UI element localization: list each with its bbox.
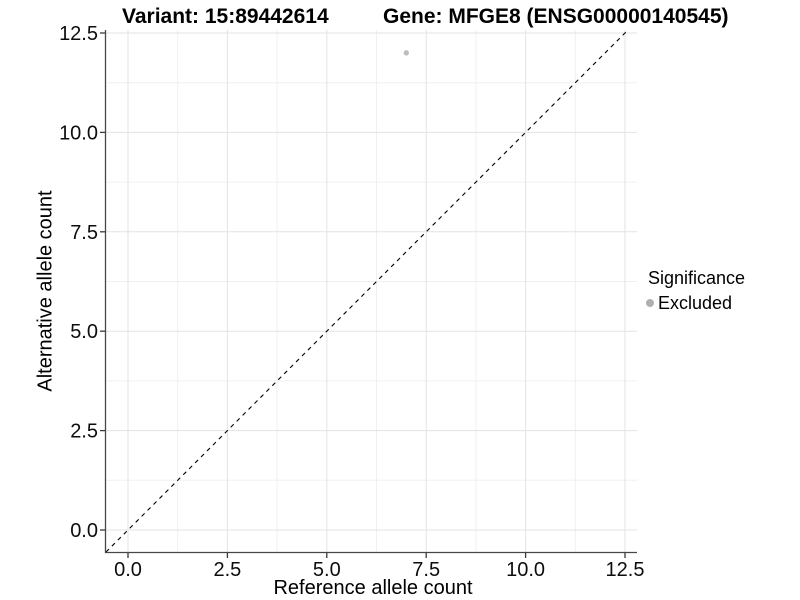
x-tick-label: 10.0 <box>506 559 545 581</box>
x-tick-label: 5.0 <box>313 559 341 581</box>
variant-title: Variant: 15:89442614 <box>122 5 329 28</box>
y-tick-label: 5.0 <box>70 321 98 343</box>
legend: Significance Excluded <box>646 267 745 314</box>
gene-title: Gene: MFGE8 (ENSG00000140545) <box>383 5 729 28</box>
legend-point-icon <box>646 299 654 307</box>
x-tick-label: 0.0 <box>114 559 142 581</box>
y-tick-label: 10.0 <box>59 122 98 144</box>
y-axis-title: Alternative allele count <box>34 190 57 392</box>
legend-item-label: Excluded <box>658 293 733 313</box>
legend-title: Significance <box>648 268 746 288</box>
x-axis-title: Reference allele count <box>273 577 473 599</box>
legend-item-excluded: Excluded <box>646 292 745 314</box>
y-tick-label: 0.0 <box>70 520 98 542</box>
x-tick-label: 7.5 <box>412 559 440 581</box>
data-point <box>403 50 410 56</box>
y-tick-label: 7.5 <box>70 222 98 244</box>
identity-dashed-line <box>105 29 629 553</box>
y-tick-label: 12.5 <box>59 23 98 45</box>
x-tick-label: 2.5 <box>213 559 241 581</box>
y-tick-label: 2.5 <box>70 421 98 443</box>
x-tick-label: 12.5 <box>606 559 645 581</box>
